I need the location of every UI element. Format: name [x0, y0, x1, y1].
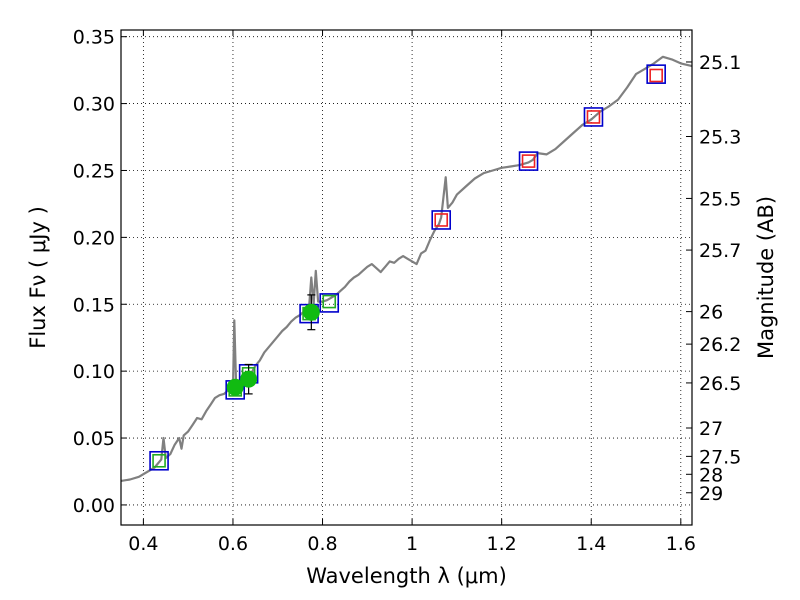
- grid-lines: [121, 30, 692, 525]
- spectrum-layer: [120, 55, 693, 482]
- y-tick-label: 0.05: [73, 428, 115, 450]
- model-square-blue: [149, 450, 169, 471]
- mag-tick-label: 25.7: [699, 240, 741, 262]
- x-axis-label: Wavelength λ (μm): [306, 564, 507, 588]
- model-square-blue: [583, 107, 604, 127]
- y-tick-label: 0.25: [73, 160, 115, 182]
- mag-tick-label: 26: [699, 302, 723, 324]
- mag-tick-label: 25.3: [699, 126, 741, 148]
- y-tick-label: 0.00: [73, 495, 115, 517]
- x-tick-label: 0.4: [128, 533, 158, 555]
- mag-tick-label: 26.2: [699, 334, 741, 356]
- observed-point: [226, 378, 244, 396]
- y-axis-label: Flux Fν ( μJy ): [26, 206, 50, 349]
- model-square-green: [152, 453, 166, 468]
- spectrum-line: [120, 55, 693, 482]
- x-tick-label: 1.2: [487, 533, 517, 555]
- mag-tick-label: 29: [699, 483, 723, 505]
- model-square-red: [649, 68, 663, 83]
- mag-tick-label: 27: [699, 418, 723, 440]
- model-square-blue: [518, 151, 539, 171]
- right-axis-label: Magnitude (AB): [754, 196, 778, 359]
- mag-tick-label: 25.1: [699, 52, 741, 74]
- y-tick-label: 0.10: [73, 361, 115, 383]
- y-tick-label: 0.15: [73, 294, 115, 316]
- y-tick-label: 0.35: [73, 27, 115, 49]
- y-tick-label: 0.20: [73, 227, 115, 249]
- ticks-layer: 0.4 0.6 0.8 1 1.2 1.4 1.6 0.00 0.05 0.10 0.15 0.20 0…: [73, 27, 742, 555]
- mag-tick-label: 28: [699, 464, 723, 486]
- observed-point: [240, 370, 258, 388]
- model-square-red: [586, 110, 601, 124]
- model-square-blue: [319, 293, 340, 313]
- model-square-red: [434, 213, 449, 227]
- model-square-red: [521, 154, 536, 168]
- mag-tick-label: 26.5: [699, 373, 741, 395]
- x-tick-label: 0.6: [218, 533, 248, 555]
- y-tick-label: 0.30: [73, 94, 115, 116]
- x-tick-label: 1: [406, 533, 418, 555]
- model-square-green: [322, 294, 337, 309]
- mag-tick-label: 27.5: [699, 446, 741, 468]
- x-tick-label: 1.6: [666, 533, 696, 555]
- model-square-blue: [646, 64, 666, 84]
- plot-frame: [120, 29, 693, 526]
- model-square-blue: [431, 210, 452, 230]
- mag-tick-label: 25.5: [699, 188, 741, 210]
- observed-point: [302, 303, 320, 321]
- x-tick-label: 1.4: [576, 533, 606, 555]
- markers-layer: [149, 64, 666, 471]
- x-tick-label: 0.8: [307, 533, 337, 555]
